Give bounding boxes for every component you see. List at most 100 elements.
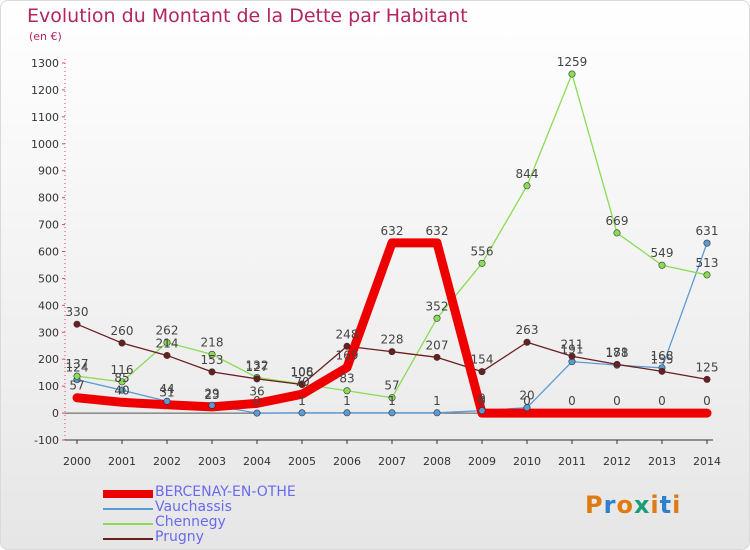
x-tick-label: 2003 (198, 455, 226, 468)
data-label: 20 (519, 389, 534, 403)
y-tick-label: -100 (34, 434, 59, 447)
y-tick-label: 200 (38, 353, 59, 366)
data-label: 0 (613, 394, 621, 408)
data-label: 513 (696, 256, 719, 270)
x-tick-label: 2000 (63, 455, 91, 468)
data-point (298, 409, 306, 417)
logo-letter: P (585, 491, 604, 519)
data-label: 218 (201, 335, 224, 349)
data-point (118, 339, 126, 347)
data-point (343, 409, 351, 417)
data-point (523, 338, 531, 346)
data-label: 106 (291, 366, 314, 380)
data-point (388, 394, 396, 402)
logo-letter: r (603, 491, 617, 519)
data-label: 40 (114, 383, 129, 397)
data-point (118, 378, 126, 386)
data-label: 1 (343, 394, 351, 408)
y-tick-label: 400 (38, 299, 59, 312)
data-label: 631 (696, 224, 719, 238)
y-tick-label: 300 (38, 326, 59, 339)
data-point (523, 182, 531, 190)
x-tick-label: 2013 (648, 455, 676, 468)
data-label: 57 (69, 379, 84, 393)
data-label: 70 (294, 375, 309, 389)
data-point (478, 259, 486, 267)
data-label: 31 (159, 386, 174, 400)
proxiti-logo: Proxiti (585, 491, 681, 519)
data-point (613, 229, 621, 237)
x-tick-label: 2010 (513, 455, 541, 468)
data-label: 125 (696, 360, 719, 374)
data-point (703, 271, 711, 279)
data-label: 330 (66, 305, 89, 319)
data-point (388, 348, 396, 356)
data-label: 0 (253, 394, 261, 408)
data-point (478, 407, 486, 415)
x-tick-label: 2004 (243, 455, 271, 468)
series-line-0 (72, 238, 712, 418)
y-tick-label: 1000 (31, 138, 59, 151)
data-point (388, 409, 396, 417)
logo-letter: x (633, 491, 651, 519)
data-label: 168 (651, 349, 674, 363)
data-point (163, 351, 171, 359)
data-point (118, 386, 126, 394)
data-label: 85 (114, 371, 129, 385)
y-tick-label: 500 (38, 272, 59, 285)
data-point (253, 375, 261, 383)
legend-swatch (103, 538, 153, 540)
legend-label: BERCENAY-EN-OTHE (155, 484, 296, 500)
data-label: 844 (516, 167, 539, 181)
chart-unit: (en €) (29, 30, 62, 43)
y-tick-label: 0 (52, 407, 59, 420)
data-label: 669 (606, 214, 629, 228)
data-label: 556 (471, 244, 494, 258)
legend-swatch (103, 508, 153, 510)
data-point (703, 375, 711, 383)
x-tick-label: 2009 (468, 455, 496, 468)
data-label: 211 (561, 337, 584, 351)
logo-letter: t (659, 491, 673, 519)
data-label: 1 (433, 394, 441, 408)
data-label: 1 (298, 394, 306, 408)
x-tick-label: 2002 (153, 455, 181, 468)
x-tick-label: 2008 (423, 455, 451, 468)
data-label: 169 (336, 349, 359, 363)
data-point (73, 320, 81, 328)
data-label: 191 (561, 343, 584, 357)
y-tick-label: 800 (38, 192, 59, 205)
y-tick-label: 1200 (31, 84, 59, 97)
data-label: 207 (426, 338, 449, 352)
data-point (208, 350, 216, 358)
data-point (433, 353, 441, 361)
data-label: 83 (339, 372, 354, 386)
data-label: 108 (291, 365, 314, 379)
legend-label: Prugny (155, 529, 204, 545)
logo-letter: i (672, 491, 682, 519)
y-tick-label: 100 (38, 380, 59, 393)
data-label: 127 (246, 360, 269, 374)
data-point (568, 70, 576, 78)
data-label: 632 (381, 224, 404, 238)
data-label: 260 (111, 324, 134, 338)
y-tick-label: 700 (38, 219, 59, 232)
data-label: 632 (426, 224, 449, 238)
data-label: 0 (658, 394, 666, 408)
data-label: 178 (606, 346, 629, 360)
data-point (163, 397, 171, 405)
data-label: 1 (388, 394, 396, 408)
data-label: 137 (66, 357, 89, 371)
data-label: 181 (606, 345, 629, 359)
data-label: 0 (523, 394, 531, 408)
data-point (208, 401, 216, 409)
x-tick-label: 2011 (558, 455, 586, 468)
data-label: 228 (381, 333, 404, 347)
legend-swatch (103, 490, 153, 498)
data-point (613, 360, 621, 368)
data-label: 352 (426, 299, 449, 313)
data-point (253, 409, 261, 417)
x-tick-label: 2005 (288, 455, 316, 468)
